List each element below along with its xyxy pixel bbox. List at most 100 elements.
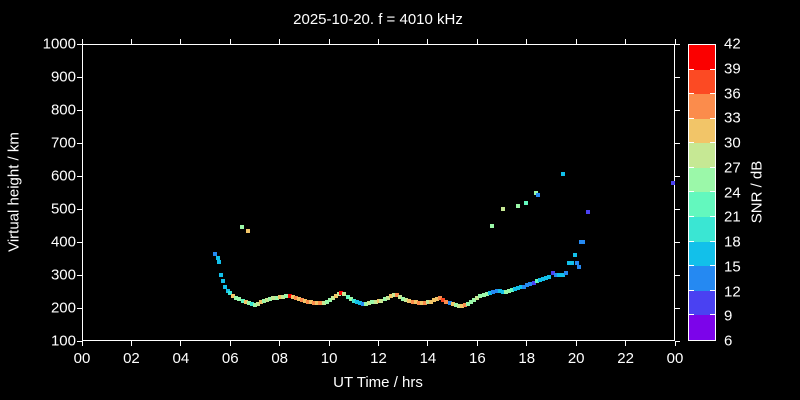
data-point bbox=[280, 294, 285, 299]
x-tick-bottom bbox=[674, 341, 676, 346]
data-point bbox=[293, 295, 298, 300]
data-point bbox=[575, 261, 580, 266]
x-tick-label: 08 bbox=[271, 350, 288, 367]
y-tick-left bbox=[77, 241, 82, 243]
data-point bbox=[382, 297, 387, 302]
data-point bbox=[398, 295, 403, 300]
data-point bbox=[401, 297, 406, 302]
data-point bbox=[522, 284, 527, 289]
x-tick-label: 10 bbox=[320, 350, 338, 367]
x-tick-bottom bbox=[427, 341, 429, 346]
y-tick-label: 500 bbox=[50, 200, 76, 218]
colorbar-tick-label: 42 bbox=[724, 35, 741, 53]
data-point bbox=[220, 278, 225, 283]
data-point bbox=[302, 299, 307, 304]
data-point bbox=[450, 302, 455, 307]
colorbar-tick-label: 30 bbox=[724, 134, 741, 152]
y-tick-label: 900 bbox=[50, 68, 76, 86]
data-point bbox=[391, 292, 396, 297]
data-point bbox=[215, 255, 220, 260]
data-point bbox=[419, 301, 424, 306]
colorbar-segment bbox=[689, 143, 715, 169]
y-axis-label: Virtual height / km bbox=[5, 132, 23, 252]
data-point bbox=[577, 265, 582, 270]
data-point bbox=[481, 293, 486, 298]
y-tick-left bbox=[77, 340, 82, 342]
data-point bbox=[283, 294, 288, 299]
data-point bbox=[334, 293, 338, 298]
data-point bbox=[252, 303, 257, 308]
x-tick-top bbox=[526, 39, 528, 44]
data-point bbox=[385, 295, 390, 300]
data-point bbox=[324, 300, 329, 305]
data-point bbox=[671, 180, 676, 185]
data-point bbox=[230, 293, 235, 298]
y-tick-right bbox=[675, 274, 680, 276]
data-point bbox=[416, 300, 421, 305]
x-tick-label: 18 bbox=[518, 350, 536, 367]
y-tick-left bbox=[77, 307, 82, 309]
data-point bbox=[222, 285, 227, 290]
data-point bbox=[501, 207, 506, 211]
data-point bbox=[472, 297, 477, 302]
data-point bbox=[268, 297, 273, 302]
data-point bbox=[460, 304, 464, 309]
x-tick-label: 16 bbox=[468, 350, 486, 367]
data-point bbox=[327, 298, 332, 303]
x-tick-bottom bbox=[279, 341, 281, 346]
data-point bbox=[489, 224, 494, 229]
x-tick-label: 04 bbox=[172, 350, 190, 367]
data-point bbox=[572, 252, 577, 257]
data-point bbox=[447, 301, 452, 306]
y-tick-left bbox=[77, 109, 82, 111]
data-point bbox=[274, 295, 279, 300]
data-point bbox=[422, 301, 427, 306]
data-point bbox=[586, 209, 591, 214]
x-tick-bottom bbox=[625, 341, 627, 346]
colorbar-tick-label: 36 bbox=[724, 85, 741, 102]
colorbar-tick-label: 18 bbox=[724, 233, 741, 251]
data-point bbox=[475, 295, 480, 300]
data-point bbox=[228, 291, 233, 296]
x-tick-label: 02 bbox=[123, 350, 140, 367]
x-tick-label: 00 bbox=[73, 350, 91, 367]
y-tick-left bbox=[77, 142, 82, 144]
x-tick-top bbox=[378, 39, 379, 44]
colorbar-tick-label: 27 bbox=[724, 159, 741, 177]
data-point bbox=[441, 298, 446, 303]
data-point bbox=[218, 272, 223, 277]
data-point bbox=[240, 298, 245, 303]
data-point bbox=[546, 274, 551, 279]
data-point bbox=[553, 272, 558, 277]
plot-area bbox=[82, 44, 675, 341]
data-point bbox=[516, 204, 521, 209]
colorbar-tick-label: 24 bbox=[724, 184, 741, 201]
data-point bbox=[432, 298, 437, 303]
data-point bbox=[277, 295, 282, 300]
data-point bbox=[531, 280, 536, 285]
data-point bbox=[239, 225, 244, 230]
y-tick-left bbox=[77, 274, 82, 276]
x-tick-top bbox=[575, 39, 577, 44]
x-tick-label: 22 bbox=[617, 350, 634, 367]
data-point bbox=[519, 285, 524, 290]
y-tick-label: 200 bbox=[50, 299, 76, 317]
y-tick-label: 700 bbox=[50, 134, 76, 152]
data-point bbox=[503, 289, 508, 294]
x-axis-label: UT Time / hrs bbox=[333, 374, 423, 391]
data-point bbox=[318, 301, 323, 306]
data-point bbox=[462, 303, 467, 308]
data-point bbox=[271, 296, 276, 301]
data-point bbox=[544, 275, 549, 280]
x-tick-bottom bbox=[476, 341, 478, 346]
data-point bbox=[265, 298, 270, 303]
y-tick-label: 100 bbox=[50, 332, 76, 350]
data-point bbox=[376, 299, 381, 304]
data-point bbox=[524, 201, 529, 206]
x-tick-top bbox=[279, 39, 281, 44]
colorbar-segment bbox=[689, 217, 715, 243]
colorbar-tick-label: 39 bbox=[724, 60, 741, 78]
data-point bbox=[413, 300, 418, 305]
data-point bbox=[435, 296, 440, 301]
